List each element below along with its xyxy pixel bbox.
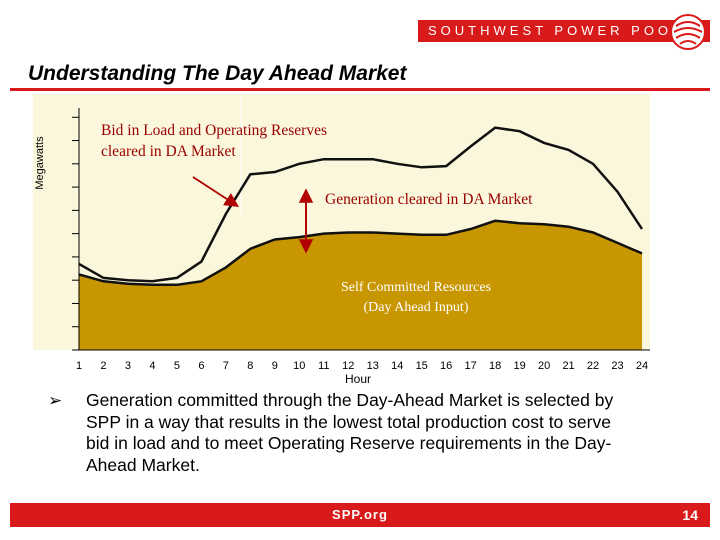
x-tick-label: 9	[272, 360, 278, 372]
x-tick-label: 3	[125, 360, 131, 372]
annotation-self-committed-line: (Day Ahead Input)	[364, 300, 469, 315]
annotation-bid-load-line: Bid in Load and Operating Reserves	[101, 122, 327, 139]
x-tick-label: 1	[76, 360, 82, 372]
chart-y-axis-label: Megawatts	[34, 136, 46, 190]
x-tick-label: 13	[367, 360, 379, 372]
day-ahead-chart: 1 2 3 4 5 6 7 8 9 10 11 12 13 14 15 16 17 18 19 20 21 22 23 24B…	[33, 94, 650, 372]
arrow-bullet-icon: ➢	[48, 391, 63, 410]
self-committed-area	[79, 220, 642, 350]
x-tick-label: 15	[416, 360, 428, 372]
x-tick-label: 17	[465, 360, 477, 372]
x-tick-label: 21	[562, 360, 574, 372]
x-tick-label: 4	[149, 360, 155, 372]
bullet-text: Generation committed through the Day-Ahe…	[86, 390, 614, 475]
x-tick-label: 14	[391, 360, 403, 372]
chart-x-axis-label: Hour	[344, 372, 371, 386]
x-tick-label: 16	[440, 360, 452, 372]
x-tick-label: 20	[538, 360, 550, 372]
slide-number: 14	[682, 507, 698, 523]
x-tick-label: 6	[198, 360, 204, 372]
x-tick-label: 5	[174, 360, 180, 372]
spp-sphere-icon	[670, 14, 706, 50]
brand-name: SOUTHWEST POWER POOL	[428, 23, 684, 38]
title-divider	[10, 88, 710, 91]
x-tick-label: 18	[489, 360, 501, 372]
x-tick-label: 10	[293, 360, 305, 372]
x-tick-label: 11	[318, 360, 329, 372]
page-title: Understanding The Day Ahead Market	[28, 62, 407, 85]
annotation-bid-load-line: cleared in DA Market	[101, 143, 236, 160]
brand-bar: SOUTHWEST POWER POOL	[418, 20, 710, 42]
x-tick-label: 24	[636, 360, 648, 372]
annotation-arrow-icon	[192, 176, 240, 207]
generation-cleared-line	[78, 126, 644, 283]
x-tick-label: 8	[247, 360, 253, 372]
self-committed-line	[78, 219, 643, 287]
x-tick-label: 7	[223, 360, 229, 372]
annotation-generation-cleared: Generation cleared in DA Market	[325, 191, 533, 208]
x-tick-label: 2	[100, 360, 106, 372]
footer-site: SPP.org	[332, 507, 388, 522]
x-tick-label: 12	[342, 360, 354, 372]
x-tick-label: 23	[611, 360, 623, 372]
annotation-self-committed-line: Self Committed Resources	[341, 280, 491, 295]
x-tick-label: 22	[587, 360, 599, 372]
footer-bar: SPP.org 14	[10, 503, 710, 527]
x-tick-label: 19	[513, 360, 525, 372]
